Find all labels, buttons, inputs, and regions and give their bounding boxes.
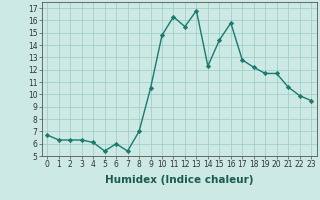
X-axis label: Humidex (Indice chaleur): Humidex (Indice chaleur) xyxy=(105,175,253,185)
